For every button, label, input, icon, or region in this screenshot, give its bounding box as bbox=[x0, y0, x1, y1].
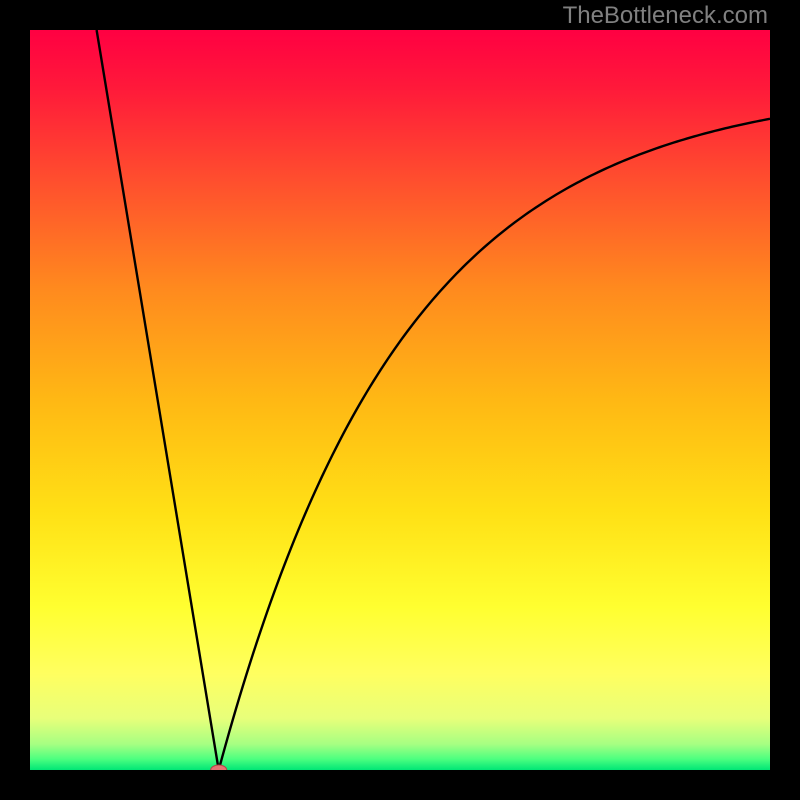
chart-svg bbox=[30, 30, 770, 770]
gradient-background bbox=[30, 30, 770, 770]
plot-area bbox=[30, 30, 770, 770]
watermark-text: TheBottleneck.com bbox=[563, 2, 768, 30]
